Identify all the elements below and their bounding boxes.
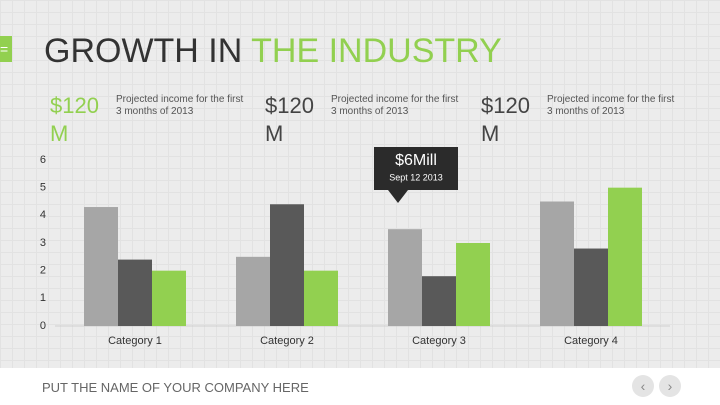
- footer-bar: PUT THE NAME OF YOUR COMPANY HERE ‹ ›: [0, 368, 720, 405]
- bar: [118, 259, 152, 326]
- stat-amount: $120 M: [50, 93, 99, 146]
- callout-value: $6Mill: [395, 152, 437, 169]
- bar: [152, 270, 186, 326]
- bar: [236, 256, 270, 326]
- chart-marks: 0 1 2 3 4 5 6 Category 1 Category 2 Category 3 Cat…: [40, 154, 642, 347]
- y-tick-label: 4: [40, 209, 46, 221]
- bar: [84, 207, 118, 326]
- bar: [270, 204, 304, 326]
- x-tick-label: Category 2: [260, 335, 314, 347]
- bar: [304, 270, 338, 326]
- bar: [456, 243, 490, 326]
- next-button[interactable]: ›: [659, 375, 681, 397]
- stat-amount: $120 M: [481, 93, 530, 146]
- x-tick-label: Category 3: [412, 335, 466, 347]
- bar: [388, 229, 422, 326]
- bar: [422, 276, 456, 326]
- y-tick-label: 5: [40, 182, 46, 194]
- stat-description: Projected income for the first 3 months …: [331, 94, 459, 117]
- callout-date: Sept 12 2013: [389, 172, 443, 182]
- title-part: GROWTH IN: [44, 32, 243, 70]
- stat-amount: $120 M: [265, 93, 314, 146]
- menu-marker: =: [0, 36, 12, 62]
- stat-description: Projected income for the first 3 months …: [116, 94, 244, 117]
- bar: [540, 201, 574, 326]
- footer-text: PUT THE NAME OF YOUR COMPANY HERE: [42, 380, 309, 395]
- y-tick-label: 3: [40, 237, 46, 249]
- x-tick-label: Category 4: [564, 335, 618, 347]
- y-tick-label: 1: [40, 292, 46, 304]
- title-part: THE INDUSTRY: [251, 32, 502, 70]
- bar: [608, 187, 642, 326]
- x-tick-label: Category 1: [108, 335, 162, 347]
- title: GROWTH IN THE INDUSTRY: [44, 32, 502, 71]
- stat-description: Projected income for the first 3 months …: [547, 94, 675, 117]
- callout-pointer: [388, 190, 408, 203]
- y-tick-label: 6: [40, 154, 46, 166]
- bar: [574, 248, 608, 326]
- prev-button[interactable]: ‹: [632, 375, 654, 397]
- callout-box: [374, 147, 458, 190]
- y-tick-label: 0: [40, 320, 46, 332]
- y-tick-label: 2: [40, 265, 46, 277]
